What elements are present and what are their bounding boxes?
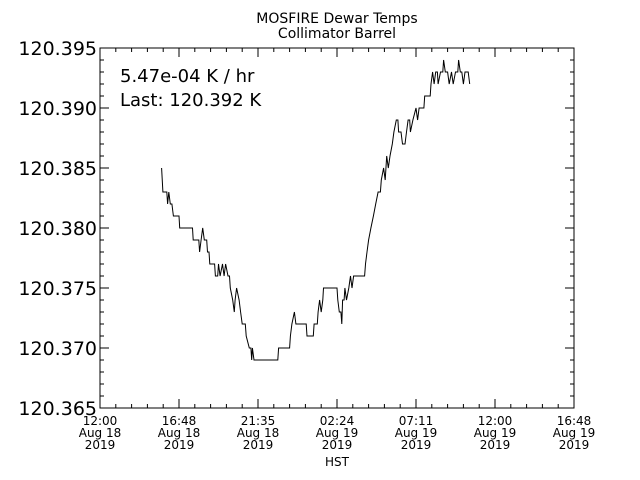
- x-tick-year-label: 2019: [480, 438, 511, 452]
- x-tick-year-label: 2019: [401, 438, 432, 452]
- x-tick-time-label: 12:00: [478, 414, 513, 428]
- y-tick-label: 120.370: [18, 338, 97, 360]
- y-tick-label: 120.380: [18, 218, 97, 240]
- x-tick-year-label: 2019: [322, 438, 353, 452]
- x-tick-date-label: Aug 19: [553, 426, 596, 440]
- x-tick-year-label: 2019: [85, 438, 116, 452]
- y-tick-label: 120.395: [18, 38, 97, 60]
- x-tick-time-label: 12:00: [83, 414, 118, 428]
- x-tick-date-label: Aug 18: [79, 426, 122, 440]
- x-tick-time-label: 21:35: [241, 414, 276, 428]
- y-tick-label: 120.365: [18, 398, 97, 420]
- y-tick-label: 120.385: [18, 158, 97, 180]
- y-tick-label: 120.375: [18, 278, 97, 300]
- x-tick-year-label: 2019: [164, 438, 195, 452]
- x-tick-time-label: 16:48: [557, 414, 592, 428]
- chart-subtitle: Collimator Barrel: [278, 26, 396, 42]
- x-tick-time-label: 07:11: [399, 414, 434, 428]
- x-tick-date-label: Aug 18: [158, 426, 201, 440]
- x-tick-date-label: Aug 19: [395, 426, 438, 440]
- x-tick-date-label: Aug 19: [316, 426, 359, 440]
- x-tick-time-label: 16:48: [162, 414, 197, 428]
- x-axis-label: HST: [325, 455, 350, 469]
- x-tick-date-label: Aug 18: [237, 426, 280, 440]
- series-line-collimator-barrel: [161, 59, 471, 361]
- rate-annotation: 5.47e-04 K / hr: [120, 66, 255, 87]
- x-tick-year-label: 2019: [559, 438, 590, 452]
- y-tick-label: 120.390: [18, 98, 97, 120]
- y-axis: 120.365 120.370 120.375 120.380 120.385 120.3…: [18, 38, 574, 420]
- chart-title: MOSFIRE Dewar Temps: [256, 11, 417, 27]
- x-tick-time-label: 02:24: [320, 414, 355, 428]
- x-tick-year-label: 2019: [243, 438, 274, 452]
- last-value-annotation: Last: 120.392 K: [120, 90, 262, 111]
- x-tick-date-label: Aug 19: [474, 426, 517, 440]
